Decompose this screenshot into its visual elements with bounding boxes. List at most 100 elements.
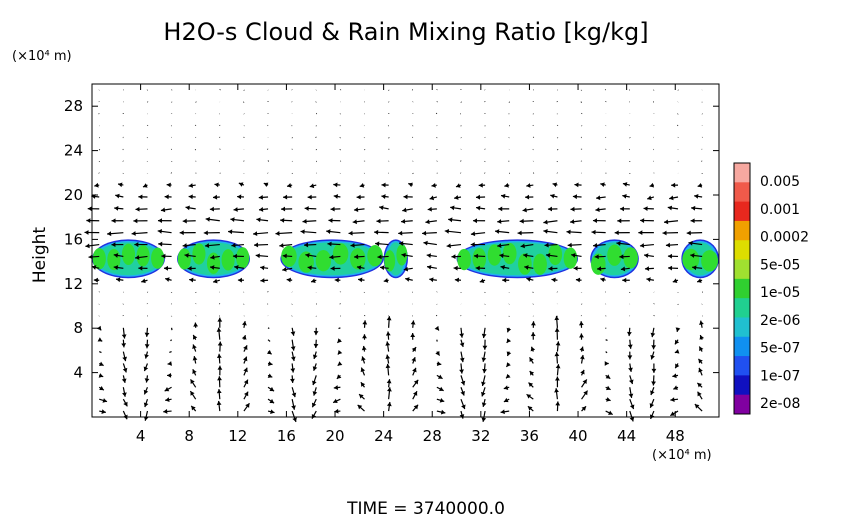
wind-vector-head [440,409,446,415]
wind-vector-head [574,182,579,188]
wind-vector-head [254,242,259,248]
colorbar-swatch [734,394,750,415]
wind-vector-head [412,391,418,396]
wind-vector-head [302,218,307,224]
cloud-core [221,249,235,271]
wind-vector-head [435,350,440,356]
wind-vector-head [481,391,486,397]
wind-vector-head [377,254,382,260]
wind-vector-head [622,182,628,187]
wind-vector-head [554,315,560,321]
wind-vector-head [497,243,502,248]
wind-vector-head [501,193,506,199]
wind-vector-head [333,385,339,390]
wind-vector-head [628,393,634,398]
wind-vector-head [290,331,296,336]
wind-vector-head [263,182,269,187]
wind-vector-head [157,218,163,224]
wind-vector-head [650,390,655,396]
wind-vector-head [385,354,391,359]
wind-vector-head [649,403,655,408]
wind-vector-head [498,206,503,212]
wind-vector-head [672,373,677,379]
wind-vector-head [259,207,264,212]
wind-vector-head [503,397,509,403]
wind-vector-head [697,391,702,397]
wind-vector-head [312,354,318,359]
wind-vector-head [334,408,339,414]
wind-vector-head [651,381,656,386]
wind-vector-head [436,361,442,366]
wind-vector-head [554,388,559,393]
x-tick-label: 20 [325,427,344,445]
wind-vector-head [439,386,444,392]
wind-vector-head [231,242,236,248]
wind-vector-head [627,331,632,337]
wind-vector-head [697,382,702,388]
wind-vector-head [91,265,97,270]
wind-vector [169,351,172,354]
wind-vector-head [337,338,342,343]
wind-vector-head [282,253,287,259]
colorbar-label: 0.0002 [760,230,809,246]
wind-vector-head [328,218,333,223]
wind-vector-head [244,391,249,397]
wind-vector-head [385,331,391,336]
wind-vector-head [144,332,150,337]
wind-vector-head [385,363,391,369]
wind-vector-head [500,265,505,270]
wind-vector-head [311,402,317,408]
colorbar-frame [733,162,751,415]
wind-vector [170,339,173,342]
wind-vector-head [204,243,210,248]
wind-vector-head [544,242,549,248]
wind-vector-head [283,194,288,200]
wind-vector-head [87,206,92,212]
wind-vector-head [356,194,361,200]
cloud-core [367,245,383,267]
wind-vector-head [667,253,673,259]
wind-vector-head [481,402,487,407]
wind-vector-head [241,335,247,340]
wind-vector-head [620,266,626,272]
wind-vector-head [386,379,392,384]
wind-vector-head [552,182,558,188]
y-tick-label: 28 [64,97,83,115]
wind-vector-head [554,352,560,357]
time-footer: TIME = 3740000.0 [346,499,505,519]
wind-vector-head [97,337,103,342]
wind-vector-head [123,401,128,407]
wind-vector-head [267,373,273,378]
wind-vector-head [352,219,357,225]
wind-vector-head [213,278,218,284]
y-tick-label: 12 [64,275,83,293]
wind-vector-head [482,345,488,350]
wind-vector-head [592,218,597,224]
wind-vector-head [94,182,99,188]
wind-vector-head [434,325,439,331]
wind-vector-head [446,243,451,249]
cloud-core [315,249,332,272]
wind-vector-head [107,231,112,237]
wind-vector-head [649,182,655,188]
cloud-core [623,247,638,269]
wind-vector-head [256,217,261,223]
wind-vector-head [114,205,119,211]
wind-vector-head [499,253,504,259]
wind-vector-head [699,320,704,326]
cloud-core [121,243,136,266]
colorbar-label: 5e-05 [760,257,800,273]
x-tick-label: 8 [184,427,194,445]
colorbar-label: 0.005 [760,174,800,190]
wind-vector-head [481,357,487,362]
wind-vector-head [356,265,362,271]
wind-vector-head [141,278,146,284]
wind-vector-head [309,183,315,189]
wind-vector-head [686,230,691,236]
wind-vector-head [691,205,696,211]
wind-vector-head [131,231,136,236]
wind-vector-head [135,206,140,212]
cloud-core [533,253,547,275]
wind-vector-head [573,265,578,271]
